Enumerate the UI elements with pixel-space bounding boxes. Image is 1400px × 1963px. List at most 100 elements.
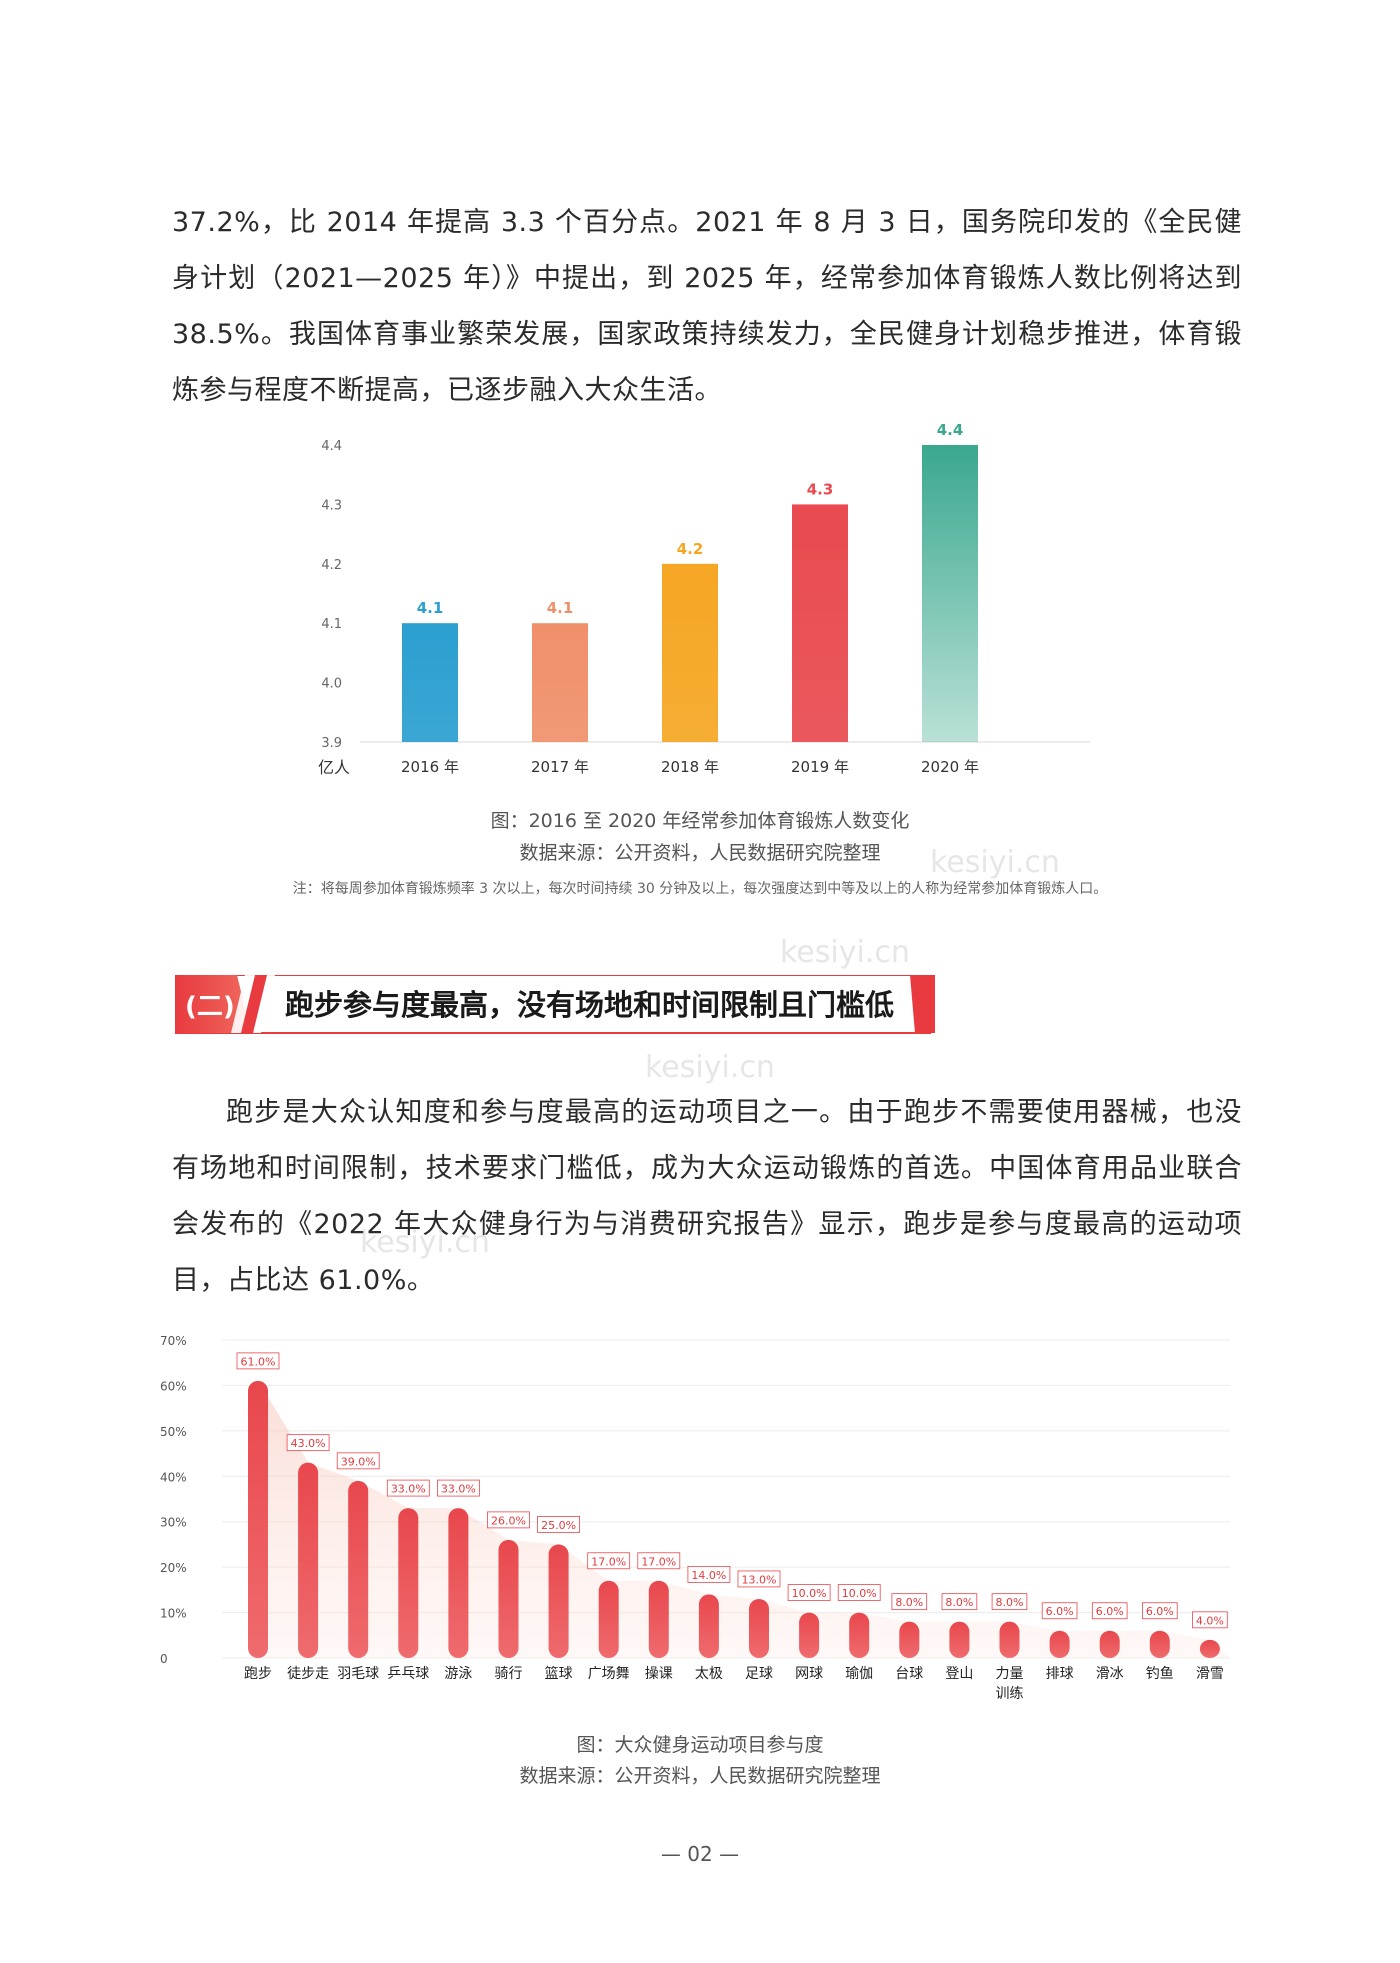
y-tick-label: 4.1 — [321, 617, 342, 632]
y-tick-label: 10% — [160, 1607, 187, 1621]
x-tick-label: 乒乓球 — [387, 1666, 429, 1682]
banner-end-cap — [910, 975, 935, 1033]
value-label-box — [1142, 1602, 1178, 1620]
value-label-box — [336, 1452, 380, 1470]
value-label: 6.0% — [1046, 1605, 1074, 1618]
bar-羽毛球 — [348, 1480, 369, 1658]
bar-力量训练 — [999, 1621, 1020, 1658]
bar-足球 — [749, 1598, 769, 1658]
x-tick-label: 操课 — [645, 1666, 673, 1682]
y-axis: 3.9 4.0 4.1 4.2 4.3 4.4 — [321, 439, 342, 751]
y-axis-unit: 亿人 — [318, 758, 350, 777]
value-label-box — [386, 1479, 430, 1497]
bar-操课 — [648, 1580, 669, 1658]
value-label: 8.0% — [895, 1596, 923, 1609]
value-label-box — [891, 1593, 928, 1611]
value-label: 4.0% — [1196, 1614, 1224, 1627]
x-tick-label: 骑行 — [495, 1666, 523, 1682]
bar-网球 — [799, 1612, 820, 1658]
bars: 4.1 4.1 4.2 4.3 4.4 — [402, 421, 978, 742]
bar-2020 年 — [922, 445, 978, 742]
y-tick-label: 4.4 — [321, 439, 342, 454]
x-tick-label: 瑜伽 — [845, 1666, 873, 1682]
x-tick-label: 滑冰 — [1096, 1665, 1124, 1682]
section-title: 跑步参与度最高，没有场地和时间限制且门槛低 — [285, 988, 894, 1022]
value-label: 4.4 — [937, 421, 964, 439]
value-label: 43.0% — [291, 1437, 326, 1450]
bar-瑜伽 — [849, 1612, 870, 1658]
value-label-box — [1041, 1602, 1078, 1620]
value-label-box — [236, 1352, 280, 1370]
value-label-box — [991, 1593, 1028, 1611]
banner-slash-accent — [241, 975, 267, 1033]
value-label: 39.0% — [341, 1455, 376, 1468]
section-number: (二) — [185, 992, 235, 1022]
x-tick-label: 训练 — [996, 1686, 1024, 1702]
value-label: 4.1 — [547, 599, 574, 617]
x-tick-label: 钓鱼 — [1146, 1665, 1174, 1682]
bar-2017 年 — [532, 623, 588, 742]
x-tick-label: 2020 年 — [921, 758, 979, 776]
bar-太极 — [698, 1594, 719, 1658]
value-label: 61.0% — [241, 1355, 276, 1368]
value-label: 25.0% — [541, 1519, 576, 1532]
bar-排球 — [1049, 1630, 1070, 1658]
chart2-caption: 图：大众健身运动项目参与度 — [576, 1734, 824, 1756]
bar-滑冰 — [1099, 1630, 1120, 1658]
value-label-box — [637, 1552, 681, 1570]
x-tick-label: 力量 — [996, 1666, 1024, 1682]
chart1-source: 数据来源：公开资料，人民数据研究院整理 — [519, 842, 881, 864]
bar-乒乓球 — [398, 1508, 419, 1658]
value-label: 6.0% — [1146, 1605, 1174, 1618]
x-tick-label: 篮球 — [545, 1666, 573, 1682]
x-tick-label: 游泳 — [444, 1666, 472, 1682]
x-tick-label: 登山 — [945, 1666, 973, 1682]
x-tick-label: 2017 年 — [531, 758, 589, 776]
x-tick-label: 2016 年 — [401, 758, 459, 776]
banner-number-block — [175, 975, 251, 1033]
x-tick-label: 跑步 — [244, 1666, 272, 1682]
value-labels: 61.0% 43.0% 39.0% 33.0% 33.0% 26.0% 25.0% 17.0%… — [236, 1352, 1228, 1629]
banner-frame — [175, 975, 931, 1034]
bar-2018 年 — [662, 563, 718, 742]
bar-广场舞 — [598, 1580, 619, 1658]
value-label: 4.1 — [417, 599, 444, 617]
value-label-box — [737, 1570, 781, 1588]
value-label: 26.0% — [491, 1514, 526, 1527]
value-label-box — [436, 1479, 480, 1497]
value-label: 17.0% — [591, 1555, 626, 1568]
bar-台球 — [899, 1621, 920, 1658]
value-label: 4.2 — [677, 540, 704, 558]
bar-滑雪 — [1199, 1639, 1220, 1658]
bar-游泳 — [448, 1508, 469, 1658]
x-tick-label: 太极 — [695, 1666, 723, 1682]
value-label: 8.0% — [996, 1596, 1024, 1609]
value-label: 33.0% — [391, 1483, 426, 1496]
bar-跑步 — [248, 1380, 268, 1658]
page-number: — 02 — — [660, 1842, 740, 1866]
value-label: 10.0% — [792, 1587, 827, 1600]
value-label-box — [487, 1511, 530, 1529]
y-tick-label: 60% — [160, 1379, 187, 1393]
value-label-box — [537, 1516, 581, 1533]
value-label: 8.0% — [945, 1596, 973, 1609]
watermark: kesiyi.cn — [930, 845, 1060, 880]
value-label-box — [1091, 1602, 1128, 1620]
y-tick-label: 0 — [160, 1652, 168, 1666]
x-tick-label: 足球 — [745, 1666, 773, 1682]
watermark: kesiyi.cn — [360, 1225, 490, 1260]
chart1-note: 注：将每周参加体育锻炼频率 3 次以上，每次时间持续 30 分钟及以上，每次强度… — [292, 881, 1108, 897]
value-label: 4.3 — [807, 480, 834, 498]
y-tick-label: 4.0 — [321, 677, 342, 692]
watermark: kesiyi.cn — [780, 935, 910, 970]
x-tick-label: 台球 — [895, 1666, 923, 1682]
y-tick-label: 3.9 — [321, 736, 342, 751]
value-label-box — [1192, 1611, 1228, 1629]
chart-sports-participation: 0 10% 20% 30% 40% 50% 60% 70% 61.0% 43.0% 39.0% 33… — [160, 1334, 1230, 1702]
x-tick-label: 排球 — [1046, 1666, 1074, 1682]
value-label: 14.0% — [691, 1569, 726, 1582]
chart2-source: 数据来源：公开资料，人民数据研究院整理 — [519, 1765, 881, 1787]
bar-徒步走 — [298, 1462, 319, 1658]
chart-exercise-population: 3.9 4.0 4.1 4.2 4.3 4.4 4.1 4.1 4.2 4.3 4.4 2016 … — [318, 421, 1090, 777]
watermark: kesiyi.cn — [645, 1050, 775, 1085]
